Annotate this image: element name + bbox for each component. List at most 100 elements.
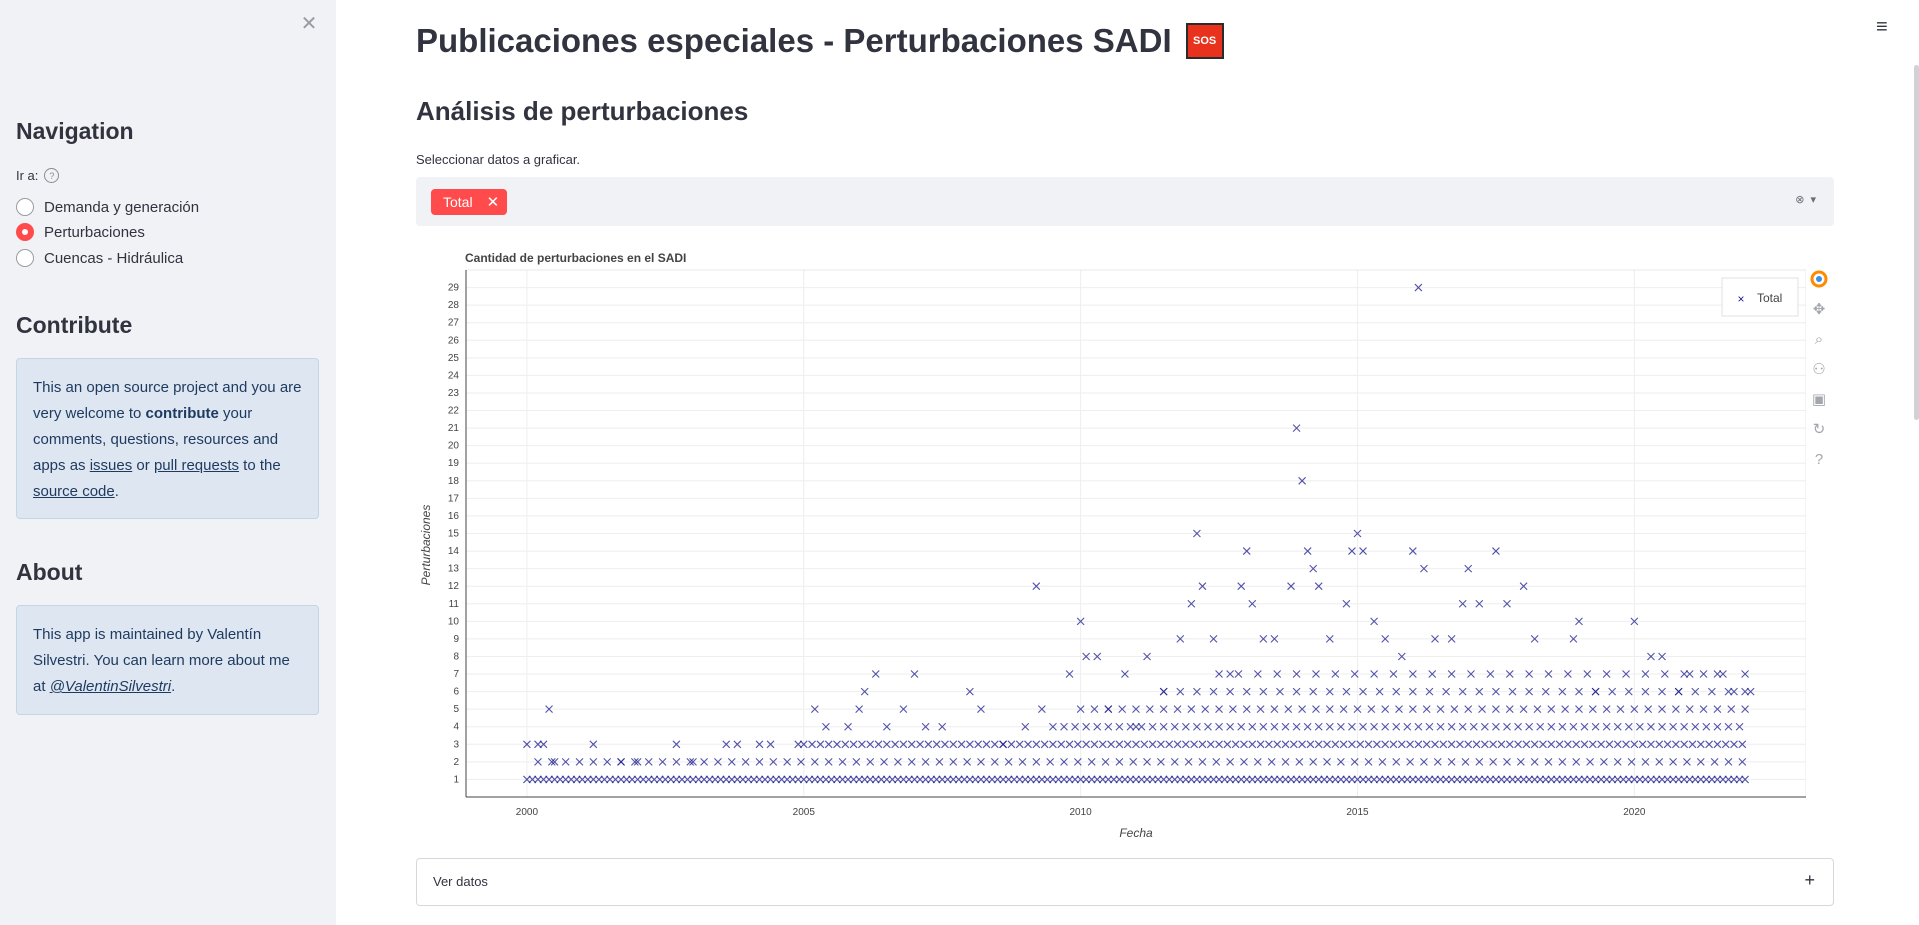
- help-icon[interactable]: ?: [44, 168, 60, 183]
- tag-remove-icon[interactable]: ✕: [486, 194, 500, 211]
- scatter-point: [1503, 599, 1511, 608]
- scatter-point: [1630, 775, 1639, 784]
- scatter-point: [1159, 687, 1168, 696]
- help-icon[interactable]: ?: [1814, 450, 1824, 468]
- scatter-point: [1273, 670, 1282, 678]
- scatter-point: [1065, 775, 1074, 784]
- scatter-point: [1447, 722, 1456, 731]
- reset-icon[interactable]: ↻: [1812, 421, 1826, 438]
- scatter-point: [988, 775, 996, 784]
- radio-circle[interactable]: [16, 249, 34, 267]
- scatter-point: [1702, 775, 1711, 784]
- scatter-point: [838, 757, 847, 766]
- scatter-point: [1447, 740, 1456, 749]
- scatter-point: [1143, 757, 1151, 766]
- radio-option-cuencas[interactable]: Cuencas - Hidráulica: [16, 249, 183, 267]
- scatter-point: [1572, 757, 1581, 766]
- scatter-point: [1287, 582, 1295, 591]
- scatter-point: [1602, 705, 1611, 714]
- author-link[interactable]: @ValentinSilvestri: [49, 678, 172, 695]
- scatter-point: [658, 757, 667, 766]
- data-multiselect[interactable]: Total ✕ ⊗ ▾: [416, 177, 1834, 226]
- radio-circle-selected[interactable]: [16, 223, 34, 241]
- scatter-point: [1503, 722, 1511, 731]
- scatter-point: [1176, 687, 1185, 696]
- scatter-point: [716, 775, 725, 784]
- scatter-point: [1558, 722, 1567, 731]
- scatter-point: [1591, 775, 1600, 784]
- scatter-point: [1436, 705, 1445, 714]
- scatter-point: [794, 740, 803, 749]
- scatter-point: [1082, 775, 1091, 784]
- chart-title: Cantidad de perturbaciones en el SADI: [465, 251, 686, 265]
- scatter-point: [1674, 775, 1683, 784]
- scatter-point: [822, 775, 830, 784]
- close-sidebar-icon[interactable]: ✕: [300, 13, 318, 35]
- scatter-point: [1408, 670, 1417, 678]
- scatter-point: [744, 775, 753, 784]
- radio-option-perturbaciones[interactable]: Perturbaciones: [16, 223, 145, 241]
- scatter-point: [1492, 687, 1500, 696]
- scatter-point: [1298, 705, 1307, 714]
- source-code-link[interactable]: source code: [33, 483, 115, 500]
- scatter-point: [1057, 740, 1066, 749]
- zoom-icon[interactable]: ⌕: [1814, 330, 1824, 348]
- scatter-point: [1087, 757, 1096, 766]
- scatter-point: [1505, 705, 1514, 714]
- scatter-point: [1356, 740, 1365, 749]
- scatter-point: [1619, 775, 1628, 784]
- legend[interactable]: × Total: [1721, 277, 1799, 317]
- expand-plus-icon[interactable]: +: [1804, 870, 1815, 890]
- clear-icon[interactable]: ⊗: [1795, 194, 1805, 206]
- pan-icon[interactable]: ✥: [1812, 301, 1826, 318]
- plotly-logo-icon[interactable]: [1808, 268, 1830, 290]
- scatter-point: [1616, 705, 1625, 714]
- scatter-point: [1176, 635, 1185, 643]
- scatter-point: [1492, 705, 1500, 714]
- scatter-point: [1505, 670, 1514, 678]
- scatter-point: [1204, 722, 1212, 731]
- about-info-box: This app is maintained by Valentín Silve…: [16, 605, 319, 715]
- scatter-point: [1181, 775, 1190, 784]
- scatter-point: [1458, 775, 1467, 784]
- save-icon[interactable]: ▣: [1811, 391, 1827, 408]
- pull-requests-link[interactable]: pull requests: [153, 457, 239, 474]
- scatter-point: [1190, 740, 1199, 749]
- radio-circle[interactable]: [16, 198, 34, 216]
- scatter-point: [1215, 670, 1223, 678]
- scatter-point: [1680, 775, 1689, 784]
- chevron-down-icon[interactable]: ▾: [1810, 194, 1816, 206]
- scatter-point: [1713, 740, 1722, 749]
- main-menu-icon[interactable]: ≡: [1876, 16, 1888, 38]
- scatter-point: [1691, 722, 1700, 731]
- radio-option-demanda[interactable]: Demanda y generación: [16, 198, 199, 216]
- scatter-point: [1422, 705, 1431, 714]
- scatter-point: [899, 775, 908, 784]
- scatter-chart[interactable]: Cantidad de perturbaciones en el SADI 20…: [416, 245, 1806, 845]
- ver-datos-expander[interactable]: Ver datos +: [416, 858, 1834, 906]
- y-tick-label: 13: [448, 564, 460, 575]
- scatter-point: [1049, 722, 1057, 731]
- compare-icon[interactable]: ⚇: [1812, 361, 1826, 378]
- scatter-point: [1273, 740, 1282, 749]
- scatter-point: [1480, 722, 1489, 731]
- scatter-point: [1323, 757, 1331, 766]
- scatter-point: [1522, 740, 1531, 749]
- scatter-point: [1240, 740, 1248, 749]
- selected-tag-total[interactable]: Total ✕: [431, 189, 508, 215]
- scatter-point: [1237, 775, 1246, 784]
- scatter-point: [1314, 722, 1323, 731]
- x-tick-label: 2010: [1070, 807, 1093, 818]
- scatter-point: [727, 757, 736, 766]
- scatter-point: [1159, 705, 1168, 714]
- scatter-point: [1265, 740, 1273, 749]
- scatter-point: [1104, 775, 1113, 784]
- scatter-point: [1184, 757, 1193, 766]
- scatter-point: [1226, 687, 1235, 696]
- issues-link[interactable]: issues: [89, 457, 133, 474]
- scatter-point: [1641, 687, 1650, 696]
- scrollbar[interactable]: [1914, 65, 1919, 420]
- scatter-point: [1433, 757, 1442, 766]
- scatter-point: [1624, 687, 1633, 696]
- scatter-point: [1350, 670, 1359, 678]
